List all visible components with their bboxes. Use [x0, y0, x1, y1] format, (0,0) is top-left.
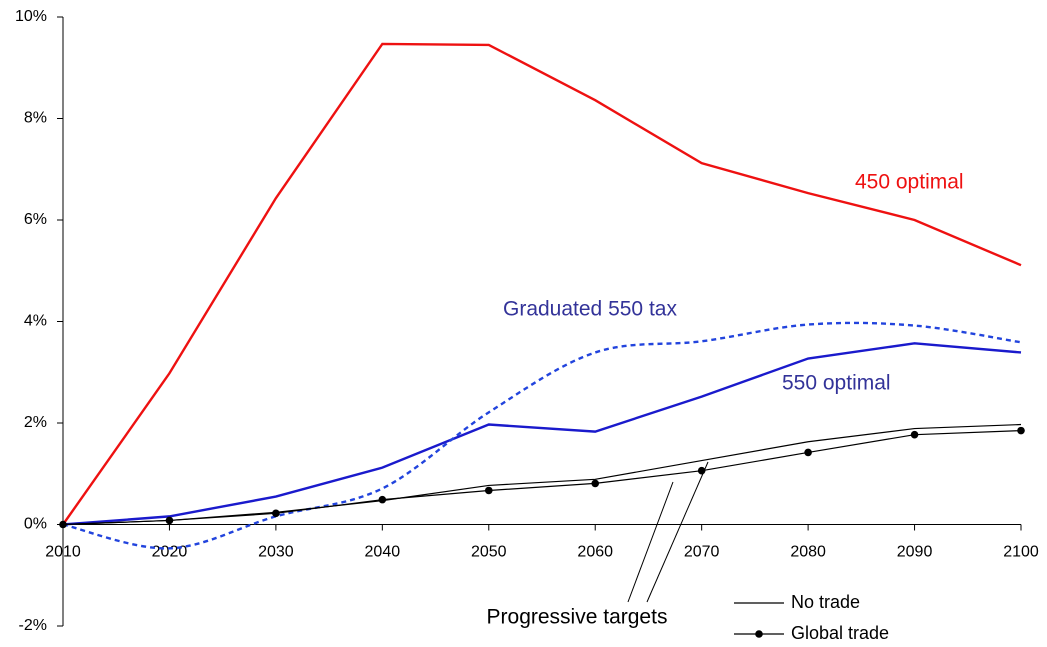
pointer — [646, 461, 709, 603]
legend-label: No trade — [791, 592, 860, 612]
point — [484, 486, 493, 495]
point — [378, 495, 387, 504]
y-tick-label: 10% — [15, 8, 47, 25]
series-line — [62, 342, 1022, 526]
point — [910, 430, 919, 439]
x-tick-label: 2040 — [365, 544, 401, 561]
y-tick-label: -2% — [19, 617, 47, 634]
y-tick-label: 6% — [24, 211, 47, 228]
point — [59, 520, 67, 529]
annotation: Progressive targets — [487, 606, 668, 629]
x-tick-label: 2080 — [790, 544, 826, 561]
x-tick-label: 2010 — [45, 544, 81, 561]
legend-marker — [755, 630, 763, 638]
x-tick-label: 2030 — [258, 544, 294, 561]
x-tick-label: 2060 — [577, 544, 613, 561]
y-tick-label: 8% — [24, 110, 47, 127]
point — [697, 466, 706, 475]
y-tick-label: 2% — [24, 414, 47, 431]
point — [165, 516, 174, 525]
pointer — [627, 481, 674, 603]
series-label: 450 optimal — [855, 171, 964, 194]
x-tick-label: 2100 — [1003, 544, 1039, 561]
series-line — [62, 42, 1022, 526]
x-tick-label: 2090 — [897, 544, 933, 561]
point — [1017, 426, 1025, 435]
x-tick-label: 2020 — [152, 544, 188, 561]
series-label: 550 optimal — [782, 372, 891, 395]
x-tick-label: 2050 — [471, 544, 507, 561]
point — [591, 479, 600, 488]
series-label: Graduated 550 tax — [503, 298, 677, 321]
series-line — [62, 321, 1022, 550]
legend-label: Global trade — [791, 623, 889, 643]
x-tick-label: 2070 — [684, 544, 720, 561]
point — [804, 448, 812, 457]
series-line — [62, 430, 1022, 526]
y-tick-label: 0% — [24, 516, 47, 533]
point — [272, 509, 280, 518]
y-tick-label: 4% — [24, 313, 47, 330]
